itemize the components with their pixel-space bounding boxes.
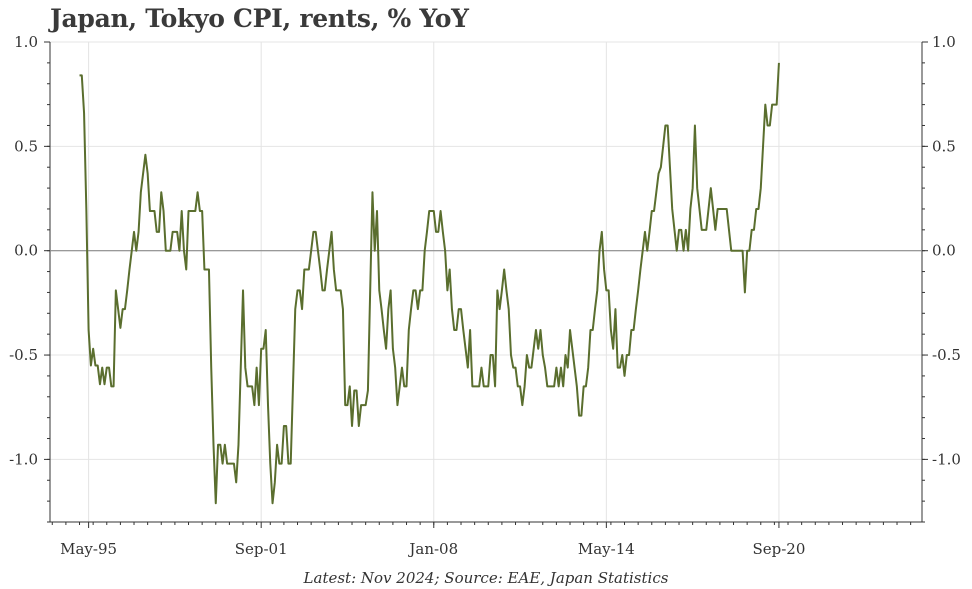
y-tick-label-right: 0.5 [932, 137, 956, 155]
x-tick-label: Sep-20 [752, 540, 805, 558]
series-group [79, 62, 780, 505]
series-line [79, 62, 780, 505]
x-tick-label: Sep-01 [235, 540, 288, 558]
grid-lines [50, 41, 922, 522]
source-note: Latest: Nov 2024; Source: EAE, Japan Sta… [303, 569, 669, 587]
y-tick-label-left: -0.5 [9, 346, 38, 364]
y-tick-label-left: 0.5 [14, 137, 38, 155]
x-tick-label: May-95 [60, 540, 117, 558]
y-tick-label-right: -1.0 [932, 450, 961, 468]
y-tick-label-left: -1.0 [9, 450, 38, 468]
y-tick-label-left: 0.0 [14, 242, 38, 260]
y-tick-label-right: 1.0 [932, 33, 956, 51]
axes [49, 42, 923, 523]
y-tick-label-left: 1.0 [14, 33, 38, 51]
x-tick-label: May-14 [578, 540, 635, 558]
chart-title: Japan, Tokyo CPI, rents, % YoY [50, 4, 469, 33]
y-tick-label-right: 0.0 [932, 242, 956, 260]
x-tick-label: Jan-08 [407, 540, 458, 558]
tick-labels: 1.0 1.0 0.5 0.5 0.0 0.0 -0.5 -0.5 -1.0 -1.0 May-95… [9, 33, 961, 558]
y-tick-label-right: -0.5 [932, 346, 961, 364]
